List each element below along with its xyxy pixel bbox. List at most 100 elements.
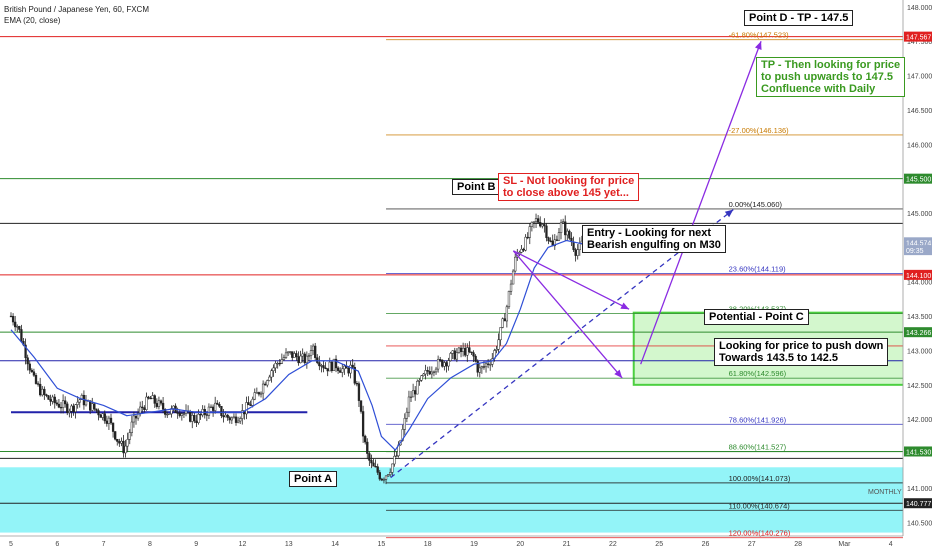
- candle-body: [472, 352, 475, 357]
- candle-body: [216, 402, 219, 405]
- push-down-note-line-1: Looking for price to push down: [719, 340, 884, 352]
- candle-body: [136, 412, 140, 419]
- candle-body: [180, 413, 183, 416]
- candle-body: [80, 394, 83, 400]
- candle-body: [193, 415, 196, 422]
- candle-body: [343, 365, 346, 370]
- candle-body: [528, 226, 531, 238]
- candle-body: [30, 369, 33, 373]
- candle-body: [280, 359, 284, 364]
- x-tick-label: 7: [102, 541, 106, 548]
- candle-body: [382, 479, 386, 481]
- price-badge-label: 09:35: [906, 248, 924, 255]
- candle-body: [93, 403, 96, 410]
- arrow-head: [614, 369, 623, 378]
- candle-body: [107, 417, 111, 424]
- candle-body: [214, 402, 217, 411]
- candle-body: [568, 230, 571, 239]
- candle-body: [368, 453, 371, 461]
- candle-body: [195, 420, 198, 424]
- candle-body: [378, 472, 381, 480]
- x-tick-label: Mar: [838, 541, 851, 548]
- candle-body: [205, 414, 208, 416]
- candle-body: [49, 399, 52, 402]
- price-badge-label: 144.574: [906, 240, 931, 247]
- candle-body: [245, 402, 248, 415]
- candle-body: [353, 367, 356, 384]
- x-tick-label: 19: [470, 541, 478, 548]
- candle-body: [334, 358, 338, 369]
- candle-body: [436, 359, 440, 370]
- candle-body: [266, 380, 269, 386]
- fib-label: 78.60%(141.926): [729, 415, 787, 424]
- fib-label: 88.60%(141.527): [729, 443, 787, 452]
- candle-body: [168, 413, 171, 415]
- candle-body: [116, 438, 119, 442]
- candle-body: [447, 360, 450, 367]
- candle-body: [572, 241, 575, 250]
- candle-body: [89, 400, 92, 411]
- candle-body: [409, 396, 413, 399]
- fib-label: 120.00%(140.276): [729, 529, 791, 538]
- tp-note-line-2: to push upwards to 147.5: [761, 71, 894, 83]
- candle-body: [389, 472, 392, 475]
- indicator-label: EMA (20, close): [4, 16, 61, 25]
- x-tick-label: 8: [148, 541, 152, 548]
- x-tick-label: 5: [9, 541, 13, 548]
- candle-body: [543, 224, 546, 227]
- candle-body: [357, 383, 361, 401]
- price-badge: [904, 31, 932, 42]
- candle-body: [545, 225, 548, 238]
- candle-body: [416, 380, 419, 395]
- candle-body: [505, 306, 509, 322]
- x-tick-label: 22: [609, 541, 617, 548]
- potential-point-c-label: Potential - Point C: [704, 309, 809, 325]
- candle-body: [424, 370, 427, 375]
- candle-body: [72, 405, 75, 412]
- candle-body: [132, 415, 136, 423]
- candle-body: [474, 355, 477, 362]
- candle-body: [324, 367, 327, 369]
- projection-arrow: [640, 41, 762, 365]
- candle-body: [232, 416, 236, 419]
- candle-body: [466, 347, 469, 356]
- candle-body: [364, 435, 367, 443]
- candle-body: [328, 361, 331, 372]
- candle-body: [526, 236, 529, 239]
- candle-body: [278, 362, 281, 365]
- candle-body: [468, 347, 471, 353]
- candle-body: [276, 362, 279, 365]
- candle-body: [401, 429, 404, 441]
- price-badge: [904, 446, 932, 457]
- candle-body: [209, 406, 213, 409]
- candle-body: [236, 420, 240, 423]
- candle-body: [151, 395, 154, 400]
- candle-body: [403, 417, 406, 430]
- candle-body: [228, 417, 231, 421]
- candle-body: [497, 339, 500, 350]
- push-down-note: Looking for price to push down Towards 1…: [714, 338, 889, 366]
- candle-body: [520, 248, 523, 253]
- candle-body: [114, 431, 117, 440]
- candle-body: [164, 409, 167, 415]
- candle-body: [291, 351, 294, 358]
- candle-body: [326, 368, 329, 372]
- candle-body: [178, 412, 181, 416]
- candle-body: [97, 410, 100, 416]
- y-tick-label: 146.000: [907, 142, 932, 149]
- fib-label: 61.80%(142.596): [729, 369, 787, 378]
- fib-label: 100.00%(141.073): [729, 474, 791, 483]
- x-tick-label: 13: [285, 541, 293, 548]
- candle-body: [455, 352, 459, 360]
- sl-note-line-1: SL - Not looking for price: [503, 175, 635, 187]
- candle-body: [257, 392, 261, 395]
- candle-body: [32, 371, 36, 376]
- candle-body: [111, 422, 115, 432]
- x-tick-label: 18: [424, 541, 432, 548]
- candle-body: [322, 365, 325, 369]
- x-tick-label: 4: [889, 541, 893, 548]
- candle-body: [445, 362, 448, 367]
- candle-body: [380, 478, 384, 481]
- fib-label: 23.60%(144.119): [729, 265, 786, 274]
- candle-body: [36, 383, 40, 385]
